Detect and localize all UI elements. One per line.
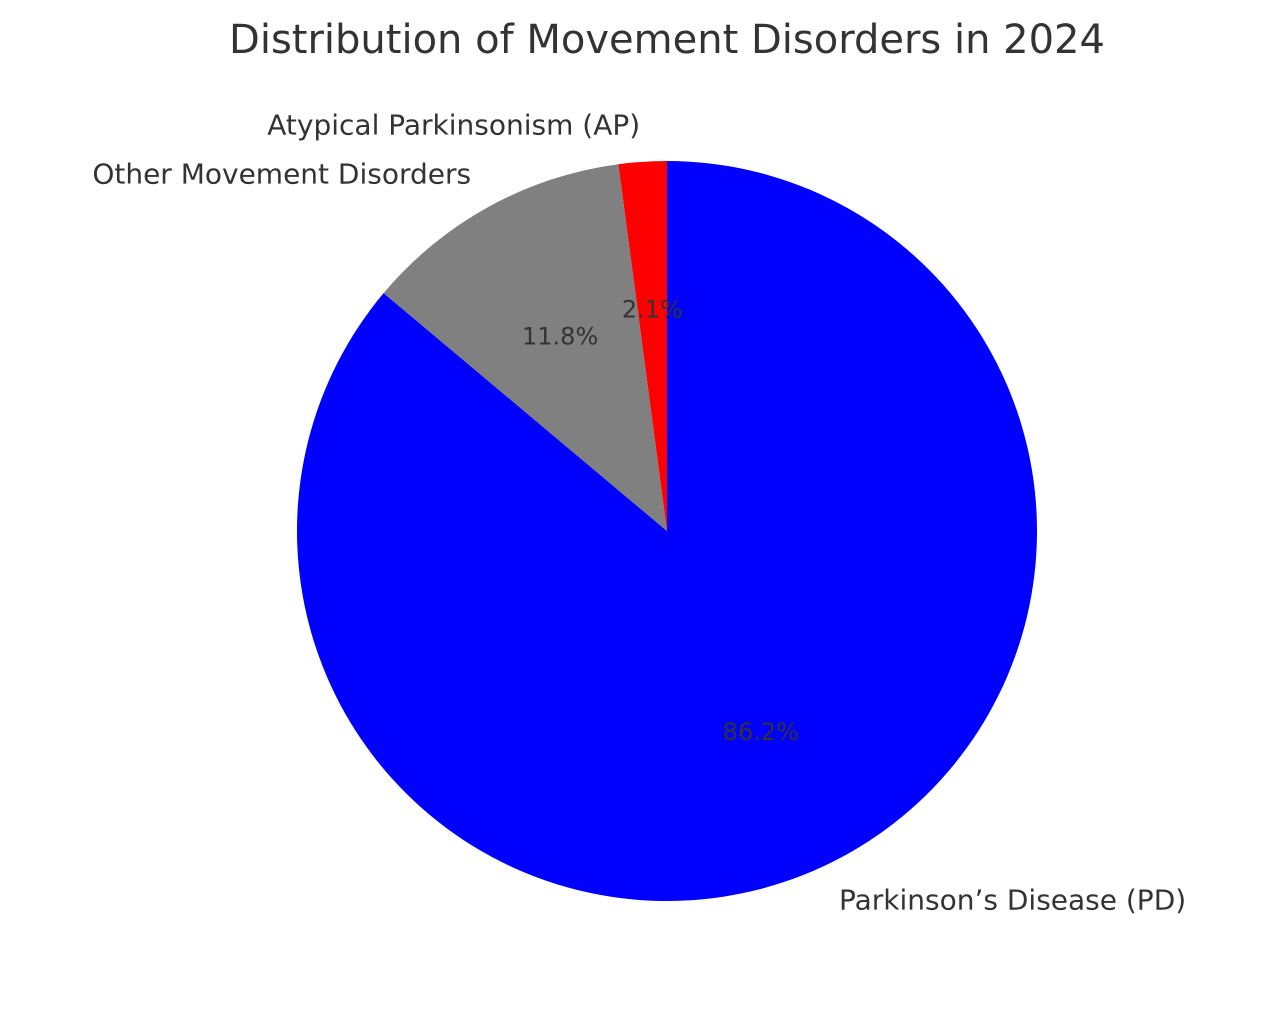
pie-slices xyxy=(297,160,1038,901)
pct-label-atypical-parkinsonism-ap: 2.1% xyxy=(622,295,683,323)
chart-title: Distribution of Movement Disorders in 20… xyxy=(229,17,1105,63)
pie-slice-other-movement-disorders xyxy=(383,164,667,531)
pie-slice-atypical-parkinsonism-ap xyxy=(618,161,667,531)
slice-label-other-movement-disorders: Other Movement Disorders xyxy=(92,158,471,191)
slice-label-atypical-parkinsonism-ap: Atypical Parkinsonism (AP) xyxy=(267,108,640,141)
slice-labels: Parkinson’s Disease (PD) Other Movement D… xyxy=(92,108,1186,916)
slice-label-parkinson-s-disease-pd: Parkinson’s Disease (PD) xyxy=(839,883,1186,916)
pie-slice-parkinson-s-disease-pd xyxy=(297,160,1038,901)
pct-label-parkinson-s-disease-pd: 86.2% xyxy=(723,718,799,746)
pct-label-other-movement-disorders: 11.8% xyxy=(522,322,598,350)
percentage-labels: 86.2% 11.8% 2.1% xyxy=(522,295,799,746)
